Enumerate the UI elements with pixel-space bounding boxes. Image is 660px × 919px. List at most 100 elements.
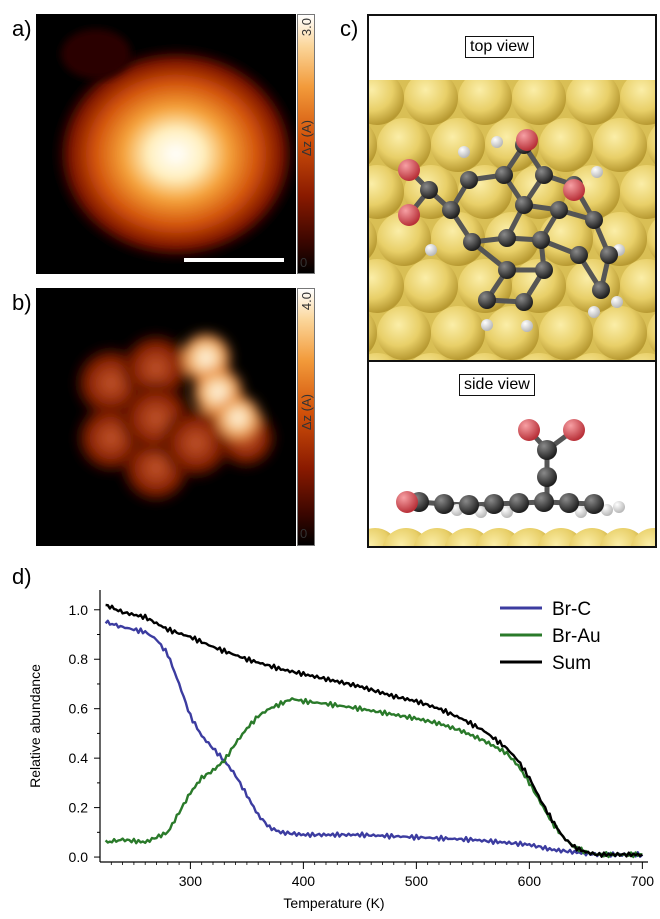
colorbar-a-min: 0 — [300, 255, 308, 270]
gold-atom — [412, 353, 450, 360]
legend-label: Br-Au — [552, 626, 601, 647]
gold-atom — [377, 306, 431, 360]
colorbar-a-label: Δz (A) — [299, 120, 314, 157]
oxygen-atom — [563, 419, 585, 441]
gold-atom — [620, 165, 655, 219]
gold-atom — [404, 80, 458, 125]
oxygen-atom — [518, 419, 540, 441]
x-axis-label: Temperature (K) — [283, 895, 384, 911]
carbon-atom — [559, 493, 579, 513]
gold-atom — [574, 353, 612, 360]
hydrogen-atom — [591, 166, 603, 178]
carbon-atom — [585, 211, 603, 229]
carbon-atom — [534, 492, 554, 512]
carbon-atom — [442, 201, 460, 219]
oxygen-atom — [563, 179, 585, 201]
gold-atom — [458, 80, 512, 125]
y-tick-label: 0.8 — [69, 651, 89, 667]
oxygen-atom — [516, 129, 538, 151]
hydrogen-atom — [481, 319, 493, 331]
x-tick-label: 500 — [405, 873, 429, 889]
oxygen-atom — [398, 159, 420, 181]
gold-atom — [369, 125, 377, 165]
gold-atom — [647, 313, 655, 353]
carbon-atom — [550, 201, 568, 219]
gold-atom — [369, 165, 404, 219]
carbon-atom — [460, 171, 478, 189]
top-view-model — [369, 80, 655, 360]
carbon-atom — [532, 231, 550, 249]
y-tick-label: 0.2 — [69, 800, 89, 816]
hydrogen-atom — [521, 320, 533, 332]
y-tick-label: 0.0 — [69, 849, 89, 865]
series-line-sum — [105, 603, 643, 858]
panel-c-label: c) — [340, 16, 359, 41]
gold-atom — [369, 219, 377, 259]
series-line-br-au — [104, 697, 643, 859]
panel-b-label: b) — [12, 290, 32, 315]
carbon-atom — [584, 494, 604, 514]
panel-a-label: a) — [12, 16, 32, 41]
gold-atom — [485, 306, 539, 360]
oxygen-atom — [396, 491, 418, 513]
x-tick-label: 700 — [631, 873, 655, 889]
stm-image-a — [36, 14, 296, 274]
gold-atom — [539, 118, 593, 172]
gold-atom — [369, 259, 404, 313]
gold-atom — [647, 219, 655, 259]
gold-atom — [620, 259, 655, 313]
colorbar-b-min: 0 — [300, 526, 308, 541]
colorbar-b — [297, 288, 315, 546]
y-tick-label: 0.4 — [69, 750, 89, 766]
hydrogen-atom — [588, 306, 600, 318]
side-view-model — [369, 419, 655, 546]
gold-atom — [466, 353, 504, 360]
gold-atom — [520, 353, 558, 360]
gold-atom — [404, 259, 458, 313]
x-tick-label: 300 — [179, 873, 203, 889]
gold-atom — [377, 212, 431, 266]
hydrogen-atom — [575, 506, 587, 518]
hydrogen-atom — [458, 146, 470, 158]
hydrogen-atom — [613, 501, 625, 513]
carbon-atom — [484, 494, 504, 514]
series-line-br-c — [104, 619, 644, 858]
gold-atom — [369, 313, 377, 353]
side-view-title: side view — [459, 374, 535, 396]
gold-atom — [566, 80, 620, 125]
hydrogen-atom — [611, 296, 623, 308]
x-tick-label: 600 — [518, 873, 542, 889]
carbon-atom — [434, 494, 454, 514]
colorbar-b-label: Δz (A) — [299, 394, 314, 431]
gold-atom — [369, 80, 404, 125]
colorbar-a — [297, 14, 315, 274]
gold-atom — [431, 118, 485, 172]
y-tick-label: 0.6 — [69, 701, 89, 717]
gold-atom — [539, 306, 593, 360]
gold-atom — [512, 80, 566, 125]
carbon-atom — [495, 166, 513, 184]
carbon-atom — [535, 261, 553, 279]
gold-atom — [593, 118, 647, 172]
hydrogen-atom — [501, 506, 513, 518]
carbon-atom — [537, 467, 557, 487]
stm-image-b — [36, 288, 296, 546]
y-axis-label: Relative abundance — [27, 664, 43, 788]
gold-atom — [369, 353, 396, 360]
x-tick-label: 400 — [292, 873, 316, 889]
abundance-chart: 0.0 0.2 0.4 0.6 0.8 1.0 300 400 500 600 700 Tempera… — [0, 560, 660, 919]
gold-atom — [377, 118, 431, 172]
carbon-atom — [515, 196, 533, 214]
carbon-atom — [509, 493, 529, 513]
gold-atom — [431, 212, 485, 266]
carbon-atom — [478, 291, 496, 309]
carbon-atom — [459, 495, 479, 515]
molecular-model-panel: top view side view — [367, 14, 657, 548]
carbon-atom — [498, 229, 516, 247]
gold-atom — [620, 80, 655, 125]
carbon-atom — [420, 181, 438, 199]
hydrogen-atom — [601, 504, 613, 516]
carbon-atom — [463, 233, 481, 251]
carbon-atom — [570, 246, 588, 264]
gold-atom — [647, 125, 655, 165]
